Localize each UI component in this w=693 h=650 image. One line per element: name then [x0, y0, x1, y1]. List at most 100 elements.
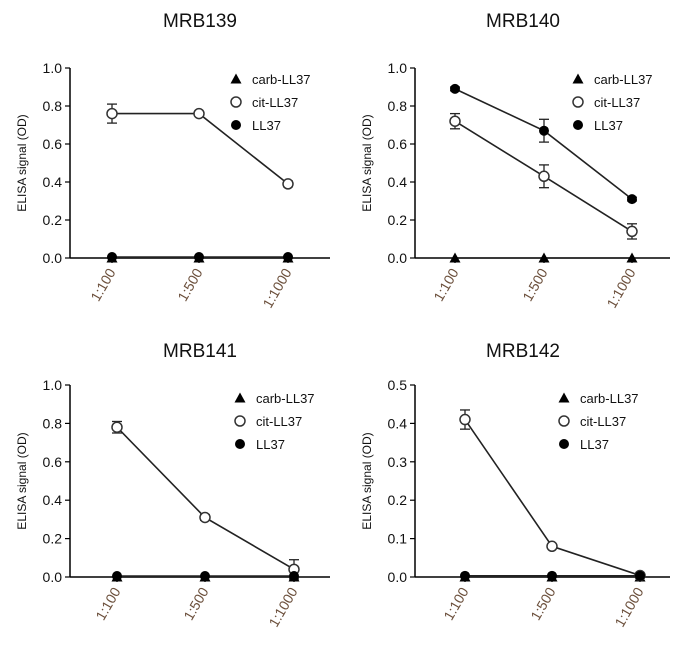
data-point — [112, 571, 122, 582]
x-tick-label: 1:500 — [527, 584, 558, 623]
x-tick-label: 1:100 — [92, 584, 123, 623]
legend-label: LL37 — [256, 437, 285, 452]
legend-marker — [234, 392, 246, 403]
y-tick-label: 0.2 — [388, 492, 408, 508]
y-tick-label: 0.4 — [388, 415, 408, 431]
chart-panel-mrb139: MRB139 ELISA signal (OD) 0.0 0.2 0.4 0.6 0.8 1.… — [15, 11, 330, 311]
y-tick-label: 0.4 — [43, 174, 63, 190]
y-tick-label: 0.4 — [388, 174, 408, 190]
legend-label: cit-LL37 — [580, 414, 626, 429]
legend-label: cit-LL37 — [252, 95, 298, 110]
y-tick-label: 1.0 — [43, 60, 63, 76]
data-point — [626, 252, 638, 263]
legend-label: carb-LL37 — [256, 391, 315, 406]
data-point — [194, 252, 204, 263]
data-point — [106, 107, 118, 120]
legend-marker — [231, 120, 241, 130]
legend-marker — [573, 120, 583, 130]
x-tick-label: 1:500 — [174, 265, 205, 304]
y-tick-label: 0.0 — [43, 569, 63, 585]
series-cit-ll37 — [459, 409, 646, 582]
y-tick-label: 0.2 — [43, 212, 63, 228]
data-point — [111, 421, 123, 433]
chart-legend: carb-LL37 cit-LL37 LL37 — [558, 391, 639, 452]
legend-label: LL37 — [594, 118, 623, 133]
chart-panel-mrb142: MRB142 ELISA signal (OD) 0.0 0.1 0.2 0.3 0.4 0.… — [360, 341, 670, 630]
y-tick-label: 0.2 — [388, 212, 408, 228]
y-tick-label: 1.0 — [388, 60, 408, 76]
data-point — [283, 252, 293, 263]
series-ll37 — [107, 252, 293, 263]
legend-marker — [572, 96, 584, 108]
series-carb-ll37 — [449, 252, 638, 263]
legend-marker — [572, 73, 584, 84]
y-tick-label: 0.5 — [388, 377, 408, 393]
x-tick-label: 1:100 — [440, 584, 471, 623]
y-tick-label: 0.8 — [43, 415, 63, 431]
series-cit-ll37-line — [464, 419, 641, 577]
y-tick-label: 0.0 — [388, 250, 408, 266]
x-tick-label: 1:500 — [519, 265, 550, 304]
data-point — [450, 83, 460, 94]
legend-marker — [234, 415, 246, 427]
y-tick-label: 0.6 — [388, 136, 408, 152]
chart-title: MRB142 — [486, 341, 560, 362]
data-point — [199, 511, 211, 524]
y-tick-label: 1.0 — [43, 377, 63, 393]
y-tick-label: 0.8 — [388, 98, 408, 114]
data-point — [200, 571, 210, 582]
data-point — [459, 413, 471, 426]
chart-legend: carb-LL37 cit-LL37 LL37 — [230, 72, 311, 133]
data-point — [449, 115, 461, 127]
series-ll37 — [450, 83, 637, 205]
chart-title: MRB141 — [163, 341, 237, 362]
legend-label: cit-LL37 — [256, 414, 302, 429]
data-point — [282, 178, 294, 190]
series-cit-ll37 — [111, 420, 300, 580]
legend-label: LL37 — [252, 118, 281, 133]
y-axis-label: ELISA signal (OD) — [360, 432, 374, 529]
y-tick-label: 0.0 — [388, 569, 408, 585]
y-axis-label: ELISA signal (OD) — [15, 432, 29, 529]
x-tick-label: 1:1000 — [265, 584, 300, 629]
legend-marker — [230, 73, 242, 84]
y-axis-label: ELISA signal (OD) — [15, 114, 29, 211]
legend-label: LL37 — [580, 437, 609, 452]
data-point — [626, 225, 638, 238]
data-point — [547, 570, 557, 581]
data-point — [107, 252, 117, 263]
data-point — [289, 571, 299, 582]
chart-panel-mrb140: MRB140 ELISA signal (OD) 0.0 0.2 0.4 0.6 0.8 1.… — [360, 11, 670, 311]
chart-title: MRB140 — [486, 11, 560, 32]
y-tick-label: 0.3 — [388, 454, 408, 470]
legend-marker — [235, 439, 245, 449]
y-tick-label: 0.6 — [43, 136, 63, 152]
y-tick-label: 0.0 — [43, 250, 63, 266]
chart-panel-mrb141: MRB141 ELISA signal (OD) 0.0 0.2 0.4 0.6 0.8 1.… — [15, 341, 330, 630]
chart-title: MRB139 — [163, 11, 237, 32]
x-tick-label: 1:500 — [180, 584, 211, 623]
data-point — [546, 540, 558, 553]
series-cit-ll37 — [106, 103, 294, 190]
data-point — [193, 107, 205, 120]
chart-legend: carb-LL37 cit-LL37 LL37 — [572, 72, 653, 133]
chart-legend: carb-LL37 cit-LL37 LL37 — [234, 391, 315, 452]
legend-marker — [558, 415, 570, 427]
data-point — [539, 125, 549, 136]
legend-label: carb-LL37 — [580, 391, 639, 406]
x-tick-label: 1:100 — [430, 265, 461, 304]
y-tick-label: 0.8 — [43, 98, 63, 114]
y-tick-label: 0.2 — [43, 531, 63, 547]
legend-label: carb-LL37 — [594, 72, 653, 87]
legend-label: cit-LL37 — [594, 95, 640, 110]
data-point — [627, 194, 637, 205]
data-point — [538, 252, 550, 263]
y-axis-label: ELISA signal (OD) — [360, 114, 374, 211]
legend-marker — [559, 439, 569, 449]
y-tick-label: 0.6 — [43, 454, 63, 470]
legend-label: carb-LL37 — [252, 72, 311, 87]
data-point — [460, 570, 470, 581]
data-point — [449, 252, 461, 263]
legend-marker — [230, 96, 242, 108]
